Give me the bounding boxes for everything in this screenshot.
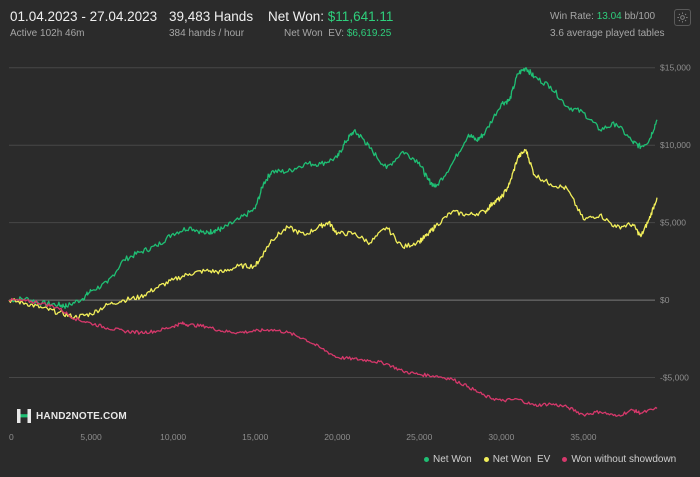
legend-item-net-won-ev[interactable]: Net Won EV: [483, 454, 551, 465]
x-tick-label: 25,000: [406, 432, 432, 442]
x-tick-label: 20,000: [324, 432, 350, 442]
y-tick-label: $10,000: [660, 140, 691, 150]
win-rate-value: 13.04: [596, 11, 622, 22]
net-won-value: $11,641.11: [327, 9, 394, 24]
legend-label: Won without showdown: [571, 454, 677, 465]
hand2note-logo: HAND2NOTE.COM: [16, 408, 127, 424]
y-tick-label: $0: [660, 295, 670, 305]
y-tick-label: -$5,000: [660, 373, 689, 383]
x-tick-label: 5,000: [80, 432, 102, 442]
win-rate-label: Win Rate:: [550, 11, 594, 22]
net-won-ev-label: Net Won EV:: [284, 28, 345, 39]
net-won-label: Net Won:: [268, 9, 325, 24]
legend-dot: [424, 457, 429, 462]
hands-per-hour: 384 hands / hour: [169, 28, 245, 39]
y-tick-label: $5,000: [660, 218, 686, 228]
legend-dot: [483, 457, 489, 462]
gear-icon: [677, 12, 688, 23]
win-rate: Win Rate: 13.04 bb/100: [550, 11, 655, 22]
net-won: Net Won: $11,641.11: [268, 9, 393, 24]
legend-dot: [562, 457, 568, 462]
y-tick-label: $15,000: [660, 63, 691, 73]
average-tables: 3.6 average played tables: [550, 28, 665, 39]
x-tick-label: 30,000: [488, 432, 514, 442]
date-range: 01.04.2023 - 27.04.2023: [10, 9, 158, 24]
win-rate-unit: bb/100: [624, 11, 656, 22]
x-tick-label: 35,000: [570, 432, 596, 442]
legend-item-won-without-showdown[interactable]: Won without showdown: [562, 454, 676, 465]
net-won-line: [8, 67, 658, 310]
net-won-ev: Net Won EV: $6,619.25: [284, 28, 391, 39]
net-won-ev-value: $6,619.25: [346, 28, 392, 39]
x-tick-label: 10,000: [160, 432, 186, 442]
legend-label: Net Won: [433, 454, 472, 465]
header-bar: 01.04.2023 - 27.04.2023 Active 102h 46m …: [0, 0, 700, 48]
logo-text: HAND2NOTE.COM: [36, 410, 127, 422]
settings-button[interactable]: [674, 9, 691, 26]
legend-label: Net Won EV: [492, 454, 551, 465]
x-tick-label: 15,000: [242, 432, 268, 442]
x-tick-label: 0: [9, 432, 14, 442]
net-won-ev-line: [8, 148, 658, 320]
legend-item-net-won[interactable]: Net Won: [424, 454, 472, 465]
hand2note-logo-icon: [17, 409, 31, 423]
won-without-showdown-line: [8, 297, 658, 417]
active-time: Active 102h 46m: [10, 28, 85, 39]
hands-count: 39,483 Hands: [169, 9, 254, 24]
chart-legend: Net Won Net Won EV Won without showdown: [424, 454, 676, 465]
